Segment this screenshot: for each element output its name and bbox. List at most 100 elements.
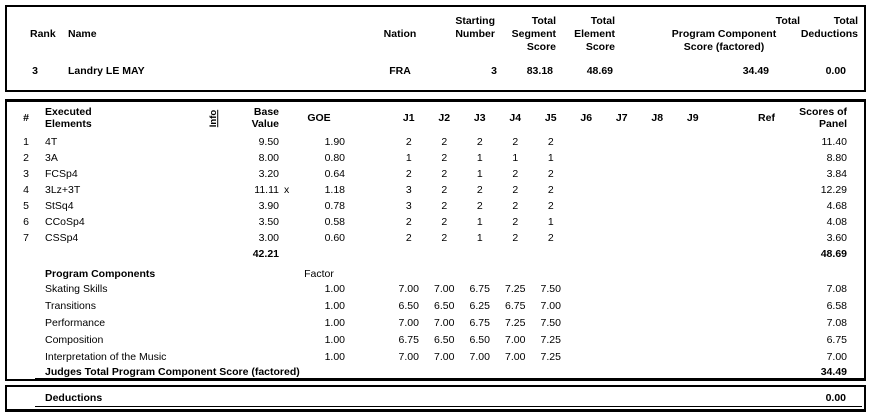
component-score-j2: 6.50 [434, 299, 455, 312]
element-panel-score: 3.60 [826, 232, 847, 244]
element-row: 3 FCSp4 3.20 0.64 2 2 1 2 2 3.84 [7, 166, 864, 182]
element-name: StSq4 [45, 200, 74, 212]
judge-score-j1: 3 [405, 200, 412, 212]
total-deductions-value: 0.00 [825, 65, 846, 77]
judge-score-j3: 1 [476, 168, 483, 180]
element-row: 7 CSSp4 3.00 0.60 2 2 1 2 2 3.60 [7, 230, 864, 246]
judge-score-j4: 2 [512, 184, 519, 196]
element-panel-score: 4.08 [826, 216, 847, 228]
goe-column-header: GOE [307, 112, 331, 124]
program-components-title: Program Components [45, 268, 156, 280]
element-number: 5 [23, 200, 29, 212]
component-panel-score: 6.58 [826, 299, 847, 312]
component-name: Composition [45, 333, 104, 346]
judge-column-header: J8 [651, 112, 664, 124]
component-name: Skating Skills [45, 282, 108, 295]
judge-score-j4: 2 [512, 168, 519, 180]
judge-score-j2: 2 [441, 184, 448, 196]
component-row: Composition 1.00 6.75 6.50 6.50 7.00 7.2… [7, 331, 864, 348]
element-rows: 1 4T 9.50 1.90 2 2 2 2 2 11.40 [7, 134, 864, 246]
name-column-label: Name [68, 28, 97, 40]
total-pcs-column-label: Total Program Component Score (factored) [671, 15, 800, 53]
judge-score-j3: 1 [476, 232, 483, 244]
judge-column-header: J1 [402, 112, 415, 124]
deductions-row: Deductions 0.00 [7, 387, 864, 409]
deductions-value: 0.00 [825, 392, 846, 404]
judge-score-j5: 2 [547, 136, 554, 148]
component-score-j5: 7.50 [540, 316, 561, 329]
element-name: FCSp4 [45, 168, 78, 180]
element-row: 2 3A 8.00 0.80 1 2 1 1 1 8.80 [7, 150, 864, 166]
judges-total-value: 34.49 [820, 366, 847, 378]
judge-score-j4: 2 [512, 200, 519, 212]
element-goe: 0.60 [324, 232, 345, 244]
element-row: 5 StSq4 3.90 0.78 3 2 2 2 2 4.68 [7, 198, 864, 214]
rank-value: 3 [32, 65, 38, 77]
judge-score-j4: 2 [512, 136, 519, 148]
component-row: Transitions 1.00 6.50 6.50 6.25 6.75 7.0… [7, 297, 864, 314]
judge-score-j2: 2 [441, 200, 448, 212]
element-goe: 0.78 [324, 200, 345, 212]
component-score-j1: 7.00 [398, 316, 419, 329]
judge-score-j1: 3 [405, 184, 412, 196]
panel-score-total: 48.69 [820, 247, 847, 260]
judge-score-j1: 1 [405, 152, 412, 164]
component-factor: 1.00 [324, 316, 345, 329]
component-factor: 1.00 [324, 299, 345, 312]
element-row: 4 3Lz+3T 11.11 x 1.18 3 2 2 2 2 12.29 [7, 182, 864, 198]
element-goe: 1.90 [324, 136, 345, 148]
element-base-value: 8.00 [258, 152, 279, 164]
component-score-j1: 7.00 [398, 350, 419, 363]
element-panel-score: 11.40 [821, 136, 848, 148]
component-score-j1: 6.75 [398, 333, 419, 346]
nation-value: FRA [389, 65, 411, 77]
element-base-value: 9.50 [258, 136, 279, 148]
components-header-row: Program Components Factor [7, 261, 864, 280]
element-row: 1 4T 9.50 1.90 2 2 2 2 2 11.40 [7, 134, 864, 150]
number-column-header: # [23, 112, 29, 124]
component-score-j3: 6.50 [469, 333, 490, 346]
element-number: 1 [23, 136, 29, 148]
total-element-score-column-label: Total Element Score [574, 15, 615, 53]
judge-score-j1: 2 [405, 216, 412, 228]
element-panel-score: 3.84 [826, 168, 847, 180]
judge-score-j1: 2 [405, 168, 412, 180]
component-panel-score: 7.08 [826, 316, 847, 329]
component-panel-score: 6.75 [826, 333, 847, 346]
total-segment-score-value: 83.18 [526, 65, 553, 77]
component-score-j4: 7.00 [505, 350, 526, 363]
judge-score-j5: 1 [547, 216, 554, 228]
element-base-value: 3.90 [258, 200, 279, 212]
component-row: Performance 1.00 7.00 7.00 6.75 7.25 7.5… [7, 314, 864, 331]
component-name: Interpretation of the Music [45, 350, 167, 363]
element-goe: 0.58 [324, 216, 345, 228]
judge-score-j5: 2 [547, 168, 554, 180]
component-score-j2: 6.50 [434, 333, 455, 346]
component-score-j3: 6.25 [469, 299, 490, 312]
judge-score-j5: 2 [547, 200, 554, 212]
judge-score-j3: 2 [476, 136, 483, 148]
summary-box: Rank Name Nation Starting Number Total S… [5, 5, 866, 92]
judge-column-header: J5 [544, 112, 557, 124]
element-goe: 1.18 [324, 184, 345, 196]
component-factor: 1.00 [324, 350, 345, 363]
starting-number-value: 3 [491, 65, 497, 77]
element-goe: 0.64 [324, 168, 345, 180]
judge-score-j4: 1 [512, 152, 519, 164]
component-score-j4: 7.00 [505, 333, 526, 346]
judge-score-j3: 1 [476, 152, 483, 164]
ref-column-header: Ref [758, 112, 775, 124]
component-row: Interpretation of the Music 1.00 7.00 7.… [7, 348, 864, 365]
element-base-value: 3.50 [258, 216, 279, 228]
judge-score-j4: 2 [512, 216, 519, 228]
judge-column-header: J7 [615, 112, 628, 124]
judge-column-header: J3 [473, 112, 486, 124]
component-score-j3: 6.75 [469, 316, 490, 329]
component-score-j5: 7.25 [540, 333, 561, 346]
judge-score-j5: 2 [547, 232, 554, 244]
element-goe: 0.80 [324, 152, 345, 164]
component-panel-score: 7.08 [826, 282, 847, 295]
element-number: 4 [23, 184, 29, 196]
element-name: 3A [45, 152, 58, 164]
component-score-j4: 6.75 [505, 299, 526, 312]
